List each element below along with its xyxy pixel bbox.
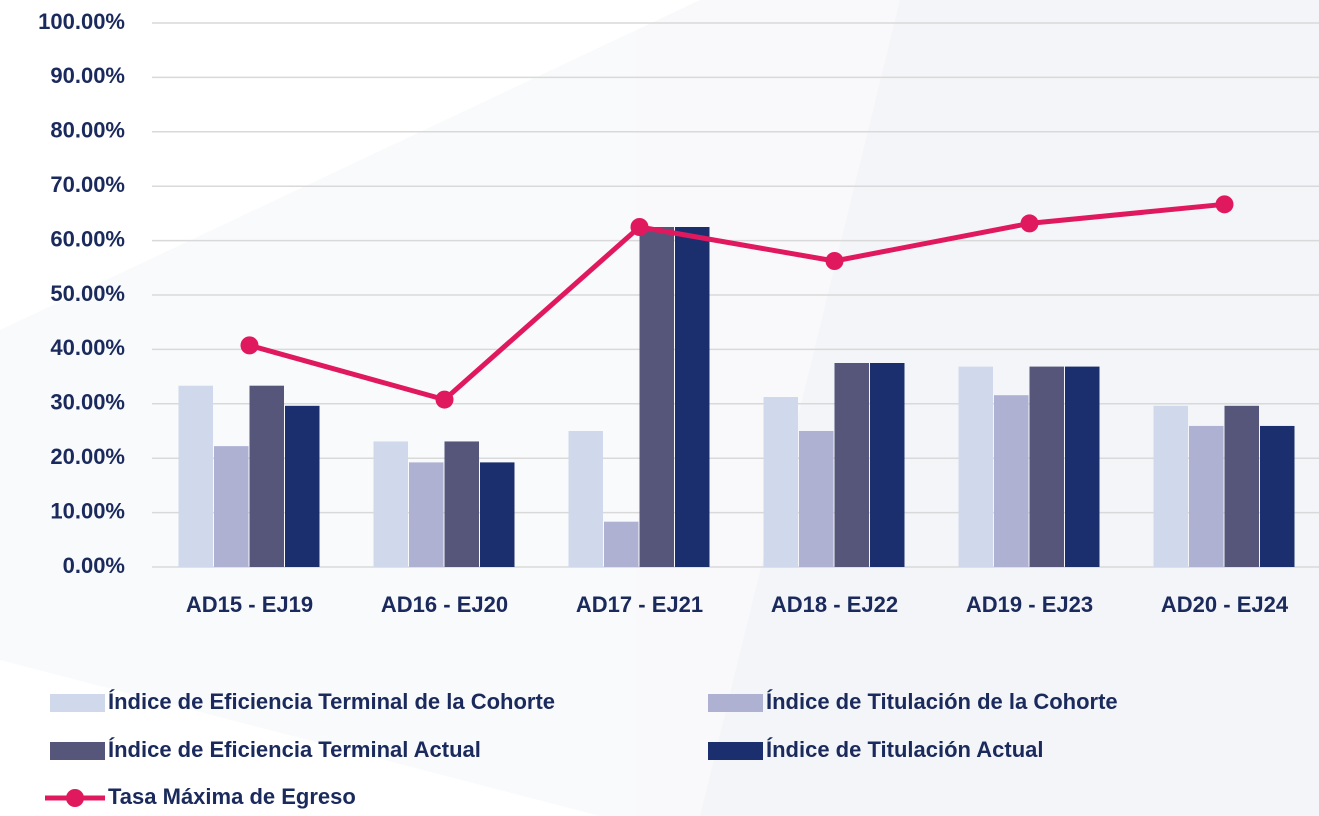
y-tick-label: 80.00% bbox=[50, 118, 125, 143]
bar bbox=[214, 446, 249, 567]
bar bbox=[1029, 366, 1064, 567]
legend-swatch bbox=[50, 694, 105, 712]
bar bbox=[834, 363, 869, 567]
x-tick-label: AD17 - EJ21 bbox=[576, 592, 703, 617]
bar bbox=[604, 521, 639, 567]
bar bbox=[1153, 405, 1188, 567]
line bbox=[248, 201, 1225, 403]
y-tick-label: 60.00% bbox=[50, 226, 125, 251]
x-tick-label: AD19 - EJ23 bbox=[966, 592, 1093, 617]
y-tick-label: 50.00% bbox=[50, 281, 125, 306]
bar bbox=[763, 397, 798, 567]
legend-label: Índice de Eficiencia Terminal Actual bbox=[108, 737, 481, 762]
bar bbox=[1065, 366, 1100, 567]
line-marker bbox=[630, 218, 649, 236]
bar bbox=[870, 363, 905, 567]
legend-label: Índice de Eficiencia Terminal de la Coho… bbox=[108, 689, 555, 714]
legend-label: Índice de Titulación Actual bbox=[766, 737, 1044, 762]
legend-label: Tasa Máxima de Egreso bbox=[108, 784, 356, 809]
line-marker bbox=[435, 390, 454, 409]
legend-marker bbox=[66, 789, 84, 807]
legend-swatch bbox=[50, 742, 105, 760]
bar bbox=[249, 385, 284, 567]
bar bbox=[1189, 425, 1224, 567]
bar bbox=[409, 462, 444, 567]
bar bbox=[480, 462, 515, 567]
bar bbox=[178, 385, 213, 567]
line-marker bbox=[1020, 214, 1039, 233]
bar bbox=[1224, 405, 1259, 567]
bar bbox=[958, 366, 993, 567]
x-tick-label: AD18 - EJ22 bbox=[771, 592, 898, 617]
y-tick-label: 70.00% bbox=[50, 172, 125, 197]
bar bbox=[799, 431, 834, 567]
line-marker bbox=[1215, 195, 1234, 214]
bar bbox=[1260, 425, 1295, 567]
y-tick-label: 10.00% bbox=[50, 498, 125, 523]
y-tick-label: 100.00% bbox=[38, 9, 125, 34]
legend-label: Índice de Titulación de la Cohorte bbox=[766, 689, 1118, 714]
y-tick-label: 30.00% bbox=[50, 390, 125, 415]
bar bbox=[675, 227, 710, 567]
legend-swatch bbox=[708, 694, 763, 712]
line-marker bbox=[240, 336, 259, 355]
line-marker bbox=[825, 252, 844, 270]
bar bbox=[285, 405, 320, 567]
bar bbox=[994, 395, 1029, 567]
y-tick-label: 0.00% bbox=[63, 553, 125, 578]
x-tick-label: AD15 - EJ19 bbox=[186, 592, 313, 617]
x-tick-label: AD16 - EJ20 bbox=[381, 592, 508, 617]
bar bbox=[373, 441, 408, 567]
bar bbox=[444, 441, 479, 567]
bar bbox=[639, 227, 674, 567]
legend-swatch bbox=[708, 742, 763, 760]
x-tick-label: AD20 - EJ24 bbox=[1161, 592, 1289, 617]
bar bbox=[568, 431, 603, 567]
y-tick-label: 20.00% bbox=[50, 444, 125, 469]
y-tick-label: 90.00% bbox=[50, 63, 125, 88]
y-tick-label: 40.00% bbox=[50, 335, 125, 360]
